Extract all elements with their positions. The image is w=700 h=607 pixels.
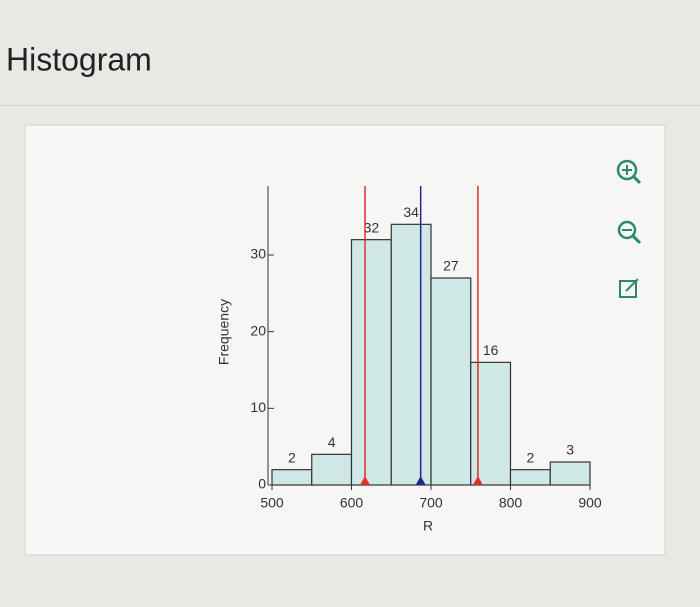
bar (311, 453, 353, 486)
y-axis-label: Frequency (216, 299, 232, 365)
reference-marker (360, 476, 371, 485)
value-label: 34 (403, 204, 419, 220)
pop-out[interactable] (619, 278, 639, 298)
y-tick-label: 20 (250, 322, 266, 338)
x-tick-label: 500 (260, 495, 284, 511)
chart-title: Histogram (6, 41, 152, 77)
zoom-in[interactable] (616, 159, 642, 185)
reference-marker (472, 476, 483, 485)
y-tick-label: 0 (258, 476, 266, 492)
value-label: 4 (328, 434, 336, 450)
bar (509, 469, 551, 486)
panel (24, 124, 666, 556)
value-label: 3 (566, 442, 574, 458)
y-tick-label: 10 (250, 399, 266, 415)
y-tick-label: 30 (250, 246, 266, 262)
bar (390, 223, 432, 486)
zoom-out[interactable] (617, 220, 642, 245)
x-tick-label: 700 (419, 495, 443, 511)
bar (470, 361, 512, 486)
bar (271, 469, 313, 486)
x-tick-label: 800 (499, 495, 523, 511)
x-tick-label: 600 (340, 495, 364, 511)
value-label: 2 (526, 449, 534, 465)
reference-marker (415, 476, 426, 485)
bar (430, 277, 472, 486)
value-label: 27 (443, 258, 459, 274)
bar (549, 461, 591, 486)
value-label: 16 (483, 342, 499, 358)
value-label: 2 (288, 449, 296, 465)
bar (350, 239, 392, 486)
value-label: 32 (364, 219, 380, 235)
x-axis-label: R (423, 518, 433, 534)
x-tick-label: 900 (578, 495, 602, 511)
divider (0, 105, 700, 106)
